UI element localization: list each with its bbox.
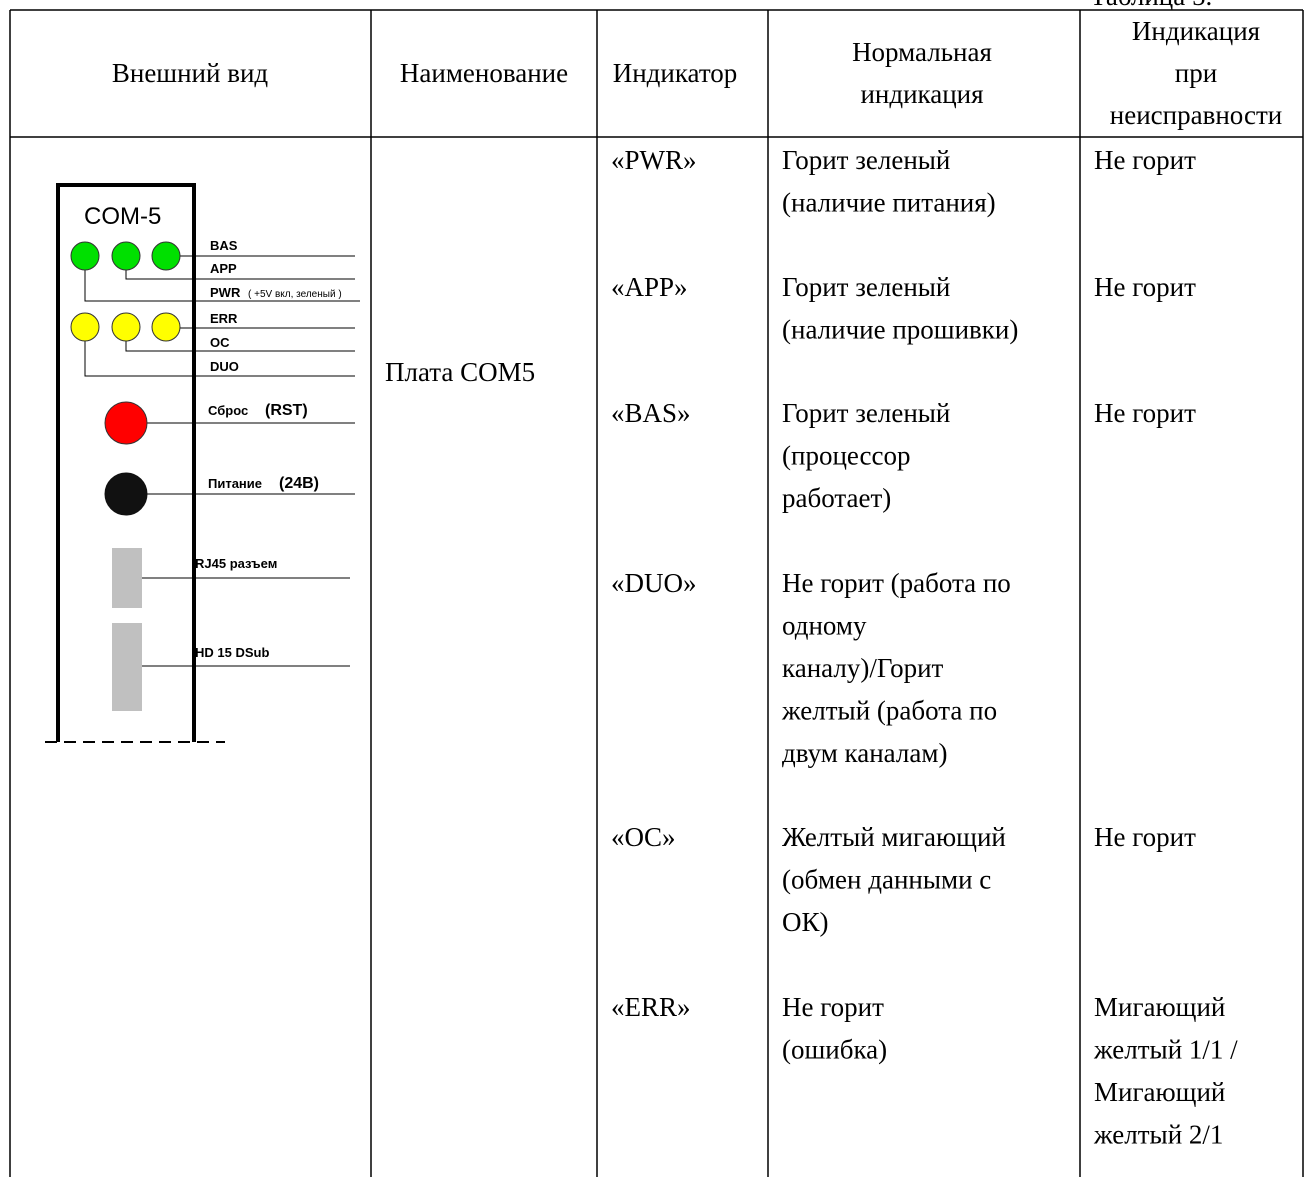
indicator: «ERR» (611, 992, 691, 1022)
header-cell: Индикатор (613, 58, 738, 88)
normal-indication: Не горит (782, 992, 884, 1022)
table-grid (9, 9, 1304, 1177)
panel-note: ( +5V вкл, зеленый ) (248, 289, 342, 300)
panel-label: (RST) (265, 402, 308, 419)
panel-label: DUO (210, 359, 239, 374)
indicator: «OC» (611, 822, 676, 852)
fault-indication: Мигающий (1094, 992, 1225, 1022)
fault-indication: желтый 2/1 (1093, 1120, 1223, 1150)
header-cell: неисправности (1110, 100, 1282, 130)
fault-indication: желтый 1/1 / (1093, 1035, 1238, 1065)
indicator: «PWR» (611, 145, 697, 175)
header-cell: Внешний вид (112, 58, 269, 88)
header-cell: индикация (860, 79, 983, 109)
panel-title: COM-5 (84, 203, 161, 230)
normal-indication: каналу)/Горит (782, 653, 944, 683)
indicator: «DUO» (611, 568, 697, 598)
board-name: Плата COM5 (385, 357, 535, 387)
fault-indication: Не горит (1094, 822, 1196, 852)
indicator: «APP» (611, 272, 688, 302)
normal-indication: (процессор (782, 441, 911, 471)
header-cell: при (1175, 58, 1217, 88)
panel-label: BAS (210, 238, 238, 253)
normal-indication: Горит зеленый (782, 398, 950, 428)
caption: Таблица 5. (1090, 0, 1212, 11)
fault-indication: Не горит (1094, 145, 1196, 175)
normal-indication: желтый (работа по (781, 696, 997, 726)
panel-label: HD 15 DSub (195, 645, 269, 660)
panel-label: Питание (208, 476, 262, 491)
normal-indication: Желтый мигающий (782, 822, 1006, 852)
fault-indication: Мигающий (1094, 1077, 1225, 1107)
fault-indication: Не горит (1094, 398, 1196, 428)
normal-indication: двум каналам) (782, 738, 947, 768)
normal-indication: Не горит (работа по (782, 568, 1011, 598)
normal-indication: (наличие питания) (782, 188, 996, 218)
panel-drawing (45, 183, 360, 743)
panel-label: OC (210, 335, 230, 350)
panel-label: APP (210, 261, 237, 276)
normal-indication: Горит зеленый (782, 272, 950, 302)
normal-indication: одному (782, 611, 867, 641)
fault-indication: Не горит (1094, 272, 1196, 302)
header-cell: Индикация (1132, 16, 1260, 46)
panel-label: Сброс (208, 403, 248, 418)
panel-label: RJ45 разъем (195, 556, 277, 571)
panel-label: ERR (210, 311, 238, 326)
header-cell: Наименование (400, 58, 568, 88)
indicator: «BAS» (611, 398, 691, 428)
normal-indication: Горит зеленый (782, 145, 950, 175)
normal-indication: (ошибка) (782, 1035, 887, 1065)
normal-indication: (наличие прошивки) (782, 315, 1018, 345)
normal-indication: ОК) (782, 907, 829, 937)
normal-indication: (обмен данными с (782, 865, 991, 895)
panel-label: (24B) (279, 475, 319, 492)
normal-indication: работает) (782, 483, 891, 513)
header-cell: Нормальная (852, 37, 992, 67)
panel-label: PWR (210, 285, 241, 300)
